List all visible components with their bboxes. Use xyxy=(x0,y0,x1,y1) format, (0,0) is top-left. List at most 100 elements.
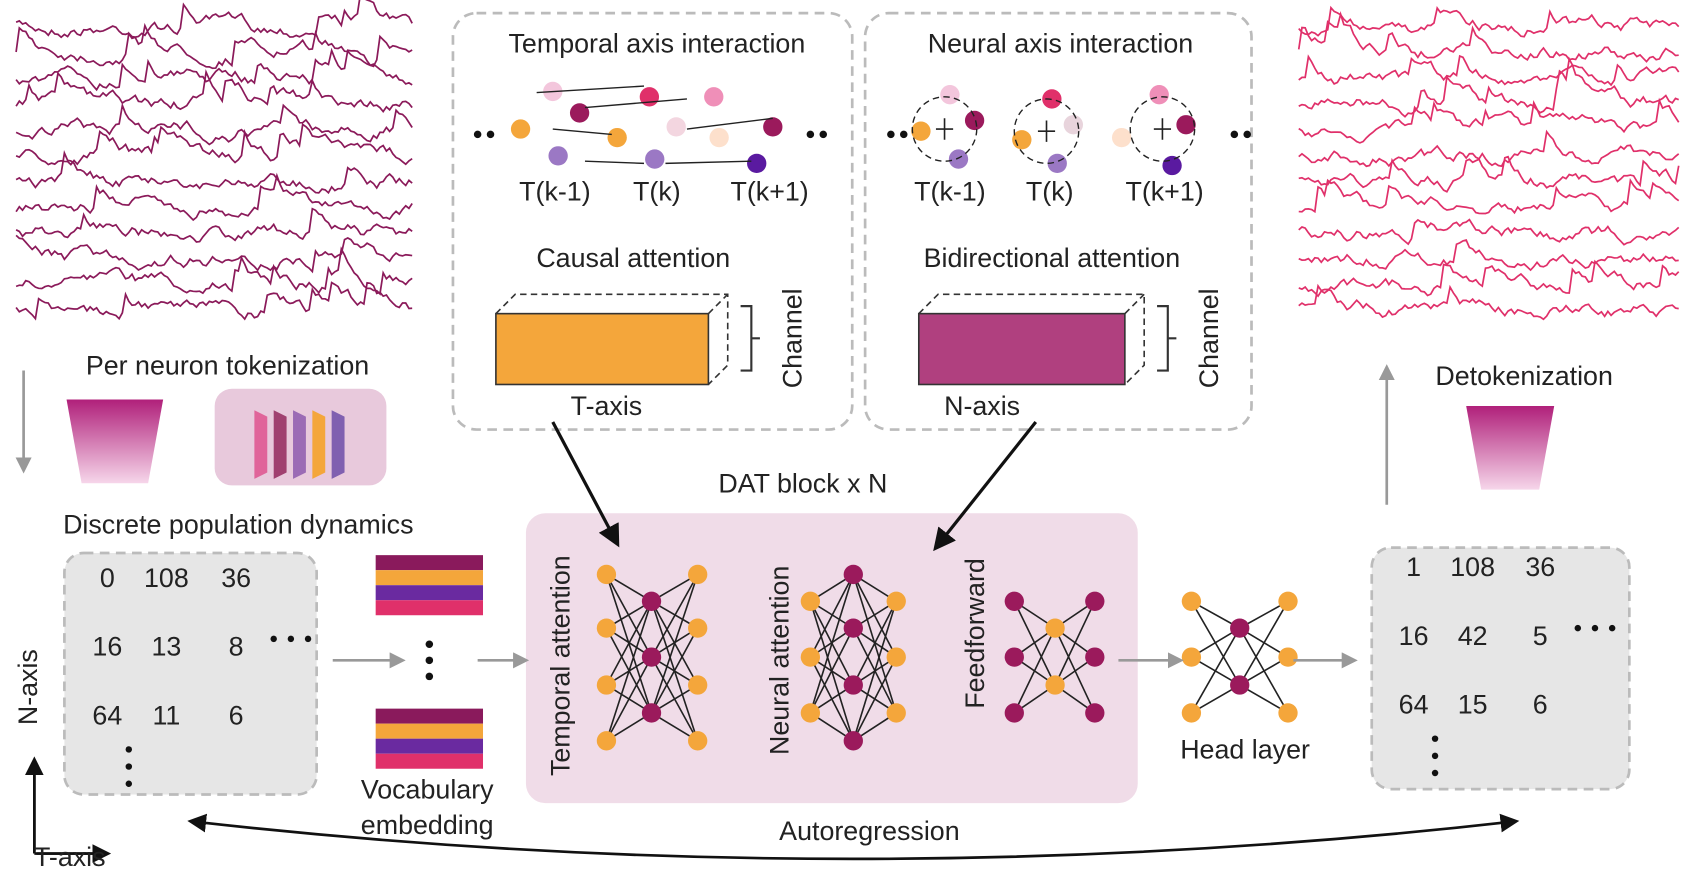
node xyxy=(688,731,707,750)
trace xyxy=(16,72,412,111)
node xyxy=(887,703,906,722)
ellipsis xyxy=(1243,131,1251,139)
node xyxy=(1278,647,1297,666)
matrix-cell: 13 xyxy=(151,632,181,662)
shape xyxy=(376,754,483,769)
n-block xyxy=(919,314,1125,385)
trace xyxy=(1299,240,1679,270)
token xyxy=(645,149,664,168)
matrix-cell: 16 xyxy=(1399,621,1429,651)
token-label: T(k+1) xyxy=(730,177,808,207)
channel-label: Channel xyxy=(777,288,807,388)
node xyxy=(1182,592,1201,611)
layer-label: Temporal attention xyxy=(546,555,576,776)
node xyxy=(844,618,863,637)
bracket xyxy=(741,306,760,370)
attention-label: Bidirectional attention xyxy=(924,243,1181,273)
node xyxy=(1085,647,1104,666)
node xyxy=(801,647,820,666)
node xyxy=(642,592,661,611)
input-title: Discrete population dynamics xyxy=(63,509,413,539)
matrix-cell: 64 xyxy=(1399,690,1429,720)
detokenization-label: Detokenization xyxy=(1435,361,1612,391)
token-label: T(k) xyxy=(1026,177,1074,207)
panel-title: Neural axis interaction xyxy=(928,28,1193,58)
token xyxy=(1042,89,1061,108)
ellipsis xyxy=(126,763,132,769)
token-link xyxy=(665,161,751,163)
node xyxy=(688,565,707,584)
head-label: Head layer xyxy=(1180,735,1310,765)
matrix-cell: 64 xyxy=(92,700,122,730)
token xyxy=(1162,156,1181,175)
trace xyxy=(16,105,412,144)
trace xyxy=(1299,180,1679,213)
node xyxy=(597,731,616,750)
node xyxy=(1182,703,1201,722)
matrix-cell: 5 xyxy=(1533,621,1548,651)
ellipsis xyxy=(487,131,495,139)
node xyxy=(844,565,863,584)
ellipsis xyxy=(1432,735,1438,741)
trace xyxy=(16,0,412,37)
token-label: T(k+1) xyxy=(1125,177,1203,207)
node xyxy=(597,675,616,694)
node xyxy=(688,618,707,637)
token xyxy=(1064,115,1083,134)
node xyxy=(1085,703,1104,722)
shape xyxy=(426,673,434,681)
ellipsis xyxy=(1231,131,1239,139)
ellipsis xyxy=(270,636,276,642)
ellipsis xyxy=(1592,625,1598,631)
node xyxy=(1045,618,1064,637)
node xyxy=(1230,675,1249,694)
node xyxy=(1182,647,1201,666)
shape xyxy=(376,555,483,570)
token xyxy=(965,111,984,130)
token xyxy=(747,154,766,173)
trace xyxy=(1299,220,1679,245)
ellipsis xyxy=(474,131,482,139)
trace xyxy=(16,235,412,271)
trace xyxy=(1299,101,1679,143)
axis-label: T-axis xyxy=(571,391,643,421)
token-link xyxy=(585,99,687,108)
token xyxy=(608,128,627,147)
shape xyxy=(332,410,345,479)
matrix-cell: 11 xyxy=(152,700,180,730)
ellipsis xyxy=(1432,770,1438,776)
traces xyxy=(16,0,1679,319)
token-label: T(k) xyxy=(633,177,681,207)
token-label: T(k-1) xyxy=(519,177,591,207)
detokenizer xyxy=(1466,406,1554,490)
bracket xyxy=(1157,306,1176,370)
shape xyxy=(376,724,483,739)
matrix-cell: 1 xyxy=(1406,552,1421,582)
token-link xyxy=(553,129,612,134)
trace xyxy=(1299,261,1679,296)
shape xyxy=(376,739,483,754)
page: Temporal axis interaction Neural axis in… xyxy=(0,0,1683,872)
autoregression-label: Autoregression xyxy=(779,816,959,846)
node xyxy=(597,565,616,584)
matrix-cell: 108 xyxy=(1450,552,1495,582)
trace xyxy=(16,125,412,165)
matrix-cell: 42 xyxy=(1458,621,1488,651)
shape xyxy=(274,410,287,479)
plus xyxy=(1038,120,1055,141)
figure: Temporal axis interaction Neural axis in… xyxy=(0,0,1683,872)
node xyxy=(597,618,616,637)
token xyxy=(763,117,782,136)
shape xyxy=(312,410,325,479)
trace xyxy=(1299,8,1679,37)
embedding-label: Vocabulary xyxy=(361,774,494,804)
ellipsis xyxy=(807,131,815,139)
trace xyxy=(16,153,412,193)
token xyxy=(640,87,659,106)
t-block xyxy=(496,314,709,385)
trace xyxy=(16,209,412,242)
panel-title: Temporal axis interaction xyxy=(509,28,806,58)
matrix-cell: 36 xyxy=(221,563,251,593)
output-matrix xyxy=(1372,548,1630,790)
axis-label: N-axis xyxy=(944,391,1020,421)
